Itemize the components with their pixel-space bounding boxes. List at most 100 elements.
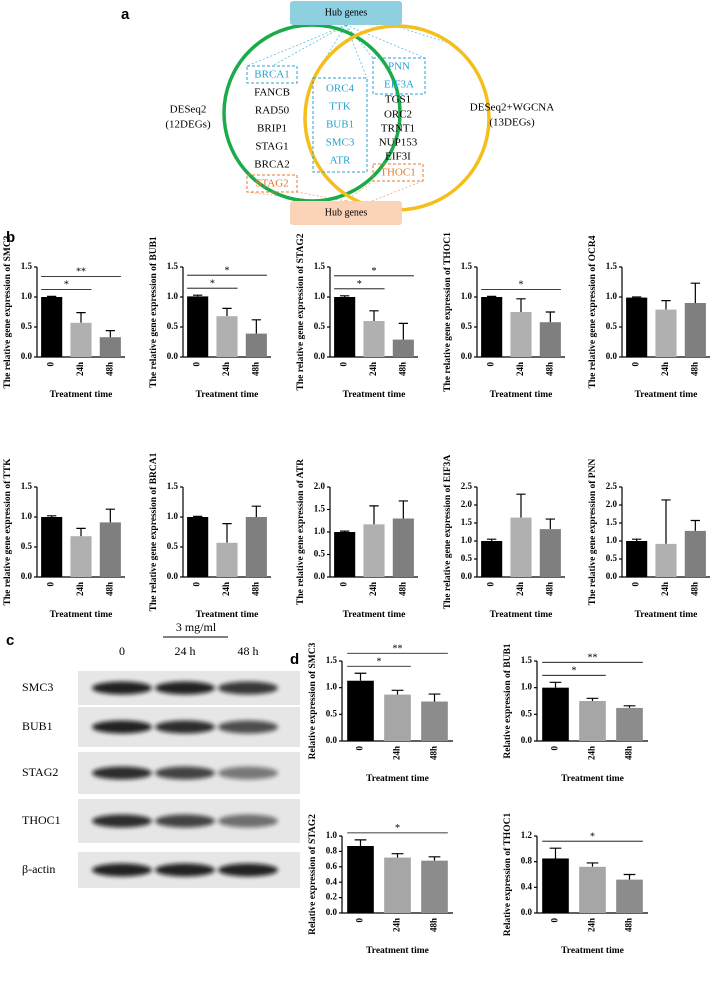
x-tick-label: 48h xyxy=(429,746,439,760)
gene: TRNT1 xyxy=(381,123,415,135)
gene: BRCA2 xyxy=(254,159,289,171)
y-tick-label: 1.0 xyxy=(314,291,326,301)
x-tick-label: 0 xyxy=(339,362,349,367)
bar xyxy=(392,518,414,577)
y-tick-label: 1.5 xyxy=(21,481,33,491)
connector xyxy=(391,24,456,46)
significance-label: ** xyxy=(76,267,86,278)
significance-label: * xyxy=(357,279,362,290)
y-tick-label: 0.5 xyxy=(461,321,473,331)
y-axis-title: The relative gene expression of STAG2 xyxy=(296,233,306,390)
gene: STAG2 xyxy=(255,178,288,190)
venn-diagram: Hub genes Hub genes DESeq2 (12DEGs) DESe… xyxy=(165,1,554,225)
error-bar xyxy=(222,523,232,543)
error-bar xyxy=(340,295,350,297)
bar xyxy=(655,309,677,357)
error-bar xyxy=(549,681,562,688)
error-bar xyxy=(632,538,642,541)
y-tick-label: 1.5 xyxy=(21,261,33,271)
x-tick-label: 0 xyxy=(631,582,641,587)
y-tick-label: 0.0 xyxy=(461,351,473,361)
x-tick-label: 0 xyxy=(355,746,365,751)
bar xyxy=(392,339,414,357)
y-tick-label: 0.0 xyxy=(314,571,326,581)
x-tick-label: 0 xyxy=(550,918,560,923)
x-axis-title: Treatment time xyxy=(635,390,698,400)
y-tick-label: 0.2 xyxy=(326,892,338,902)
y-tick-label: 2.0 xyxy=(461,499,473,509)
blot-band xyxy=(92,720,152,734)
y-axis-title: The relative gene expression of OCR4 xyxy=(588,235,598,388)
blot-band xyxy=(155,681,215,695)
significance-label: * xyxy=(210,278,215,289)
y-tick-label: 0.5 xyxy=(314,321,326,331)
error-bar xyxy=(586,697,599,701)
bar xyxy=(363,524,385,577)
set-circle xyxy=(222,23,402,203)
x-tick-label: 48h xyxy=(104,362,114,376)
x-tick-label: 24h xyxy=(368,582,378,596)
bar-chart: 0.0 0.5 1.0 1.5 The relative gene expression… xyxy=(149,236,271,400)
gene: EIF3A xyxy=(384,79,414,91)
y-tick-label: 0.5 xyxy=(21,541,33,551)
significance-label: ** xyxy=(588,653,598,664)
error-bar xyxy=(586,862,599,867)
lane-label: 0 xyxy=(119,644,125,658)
error-bar xyxy=(623,873,636,880)
y-axis-title: Relative expression of BUB1 xyxy=(503,643,513,758)
error-bar xyxy=(369,310,379,321)
bar xyxy=(334,532,356,577)
y-tick-label: 0.0 xyxy=(521,735,533,745)
y-tick-label: 0.5 xyxy=(21,321,33,331)
gene: ORC2 xyxy=(384,109,412,121)
x-tick-label: 24h xyxy=(221,362,231,376)
error-bar xyxy=(549,847,562,859)
y-axis-title: The relative gene expression of THOC1 xyxy=(443,232,453,392)
significance-label: * xyxy=(225,265,230,276)
connector xyxy=(345,24,374,59)
y-axis-title: Relative expression of THOC1 xyxy=(503,813,513,937)
gene: BRIP1 xyxy=(257,123,287,135)
blot-band xyxy=(155,863,215,877)
error-bar xyxy=(340,530,350,532)
hub-box xyxy=(290,1,402,25)
x-tick-label: 48h xyxy=(544,582,554,596)
error-bar xyxy=(623,705,636,708)
x-tick-label: 48h xyxy=(250,582,260,596)
bar xyxy=(684,303,706,357)
error-bar xyxy=(47,295,57,297)
error-bar xyxy=(105,330,115,338)
blot-band xyxy=(92,814,152,828)
y-tick-label: 0.5 xyxy=(461,553,473,563)
bar xyxy=(510,312,532,357)
bar xyxy=(70,536,92,577)
error-bar xyxy=(251,319,261,334)
error-bar xyxy=(516,493,526,518)
error-bar xyxy=(76,312,86,323)
x-tick-label: 24h xyxy=(392,746,402,760)
blot-band xyxy=(155,766,215,780)
y-tick-label: 1.5 xyxy=(167,481,179,491)
bar xyxy=(539,322,561,357)
y-tick-label: 1.0 xyxy=(606,291,618,301)
bar xyxy=(421,701,448,741)
y-tick-label: 2.0 xyxy=(606,499,618,509)
gene: BUB1 xyxy=(326,119,354,131)
x-tick-label: 0 xyxy=(550,746,560,751)
y-tick-label: 1.0 xyxy=(21,291,33,301)
x-axis-title: Treatment time xyxy=(561,946,624,956)
connector xyxy=(246,24,347,67)
panel-label: d xyxy=(290,651,299,668)
bar xyxy=(99,337,121,357)
y-axis-title: The relative gene expression of PNN xyxy=(588,459,598,606)
hub-label: Hub genes xyxy=(325,7,368,18)
y-tick-label: 1.5 xyxy=(326,655,338,665)
highlight-box xyxy=(312,77,368,173)
y-axis-title: The relative gene expression of TTK xyxy=(3,458,13,606)
x-tick-label: 24h xyxy=(221,582,231,596)
x-tick-label: 0 xyxy=(486,582,496,587)
y-tick-label: 0.5 xyxy=(167,541,179,551)
bar-chart: 0.0 0.5 1.0 1.5 2.0 2.5 The relative gene expr… xyxy=(588,459,710,620)
y-tick-label: 0.5 xyxy=(606,321,618,331)
